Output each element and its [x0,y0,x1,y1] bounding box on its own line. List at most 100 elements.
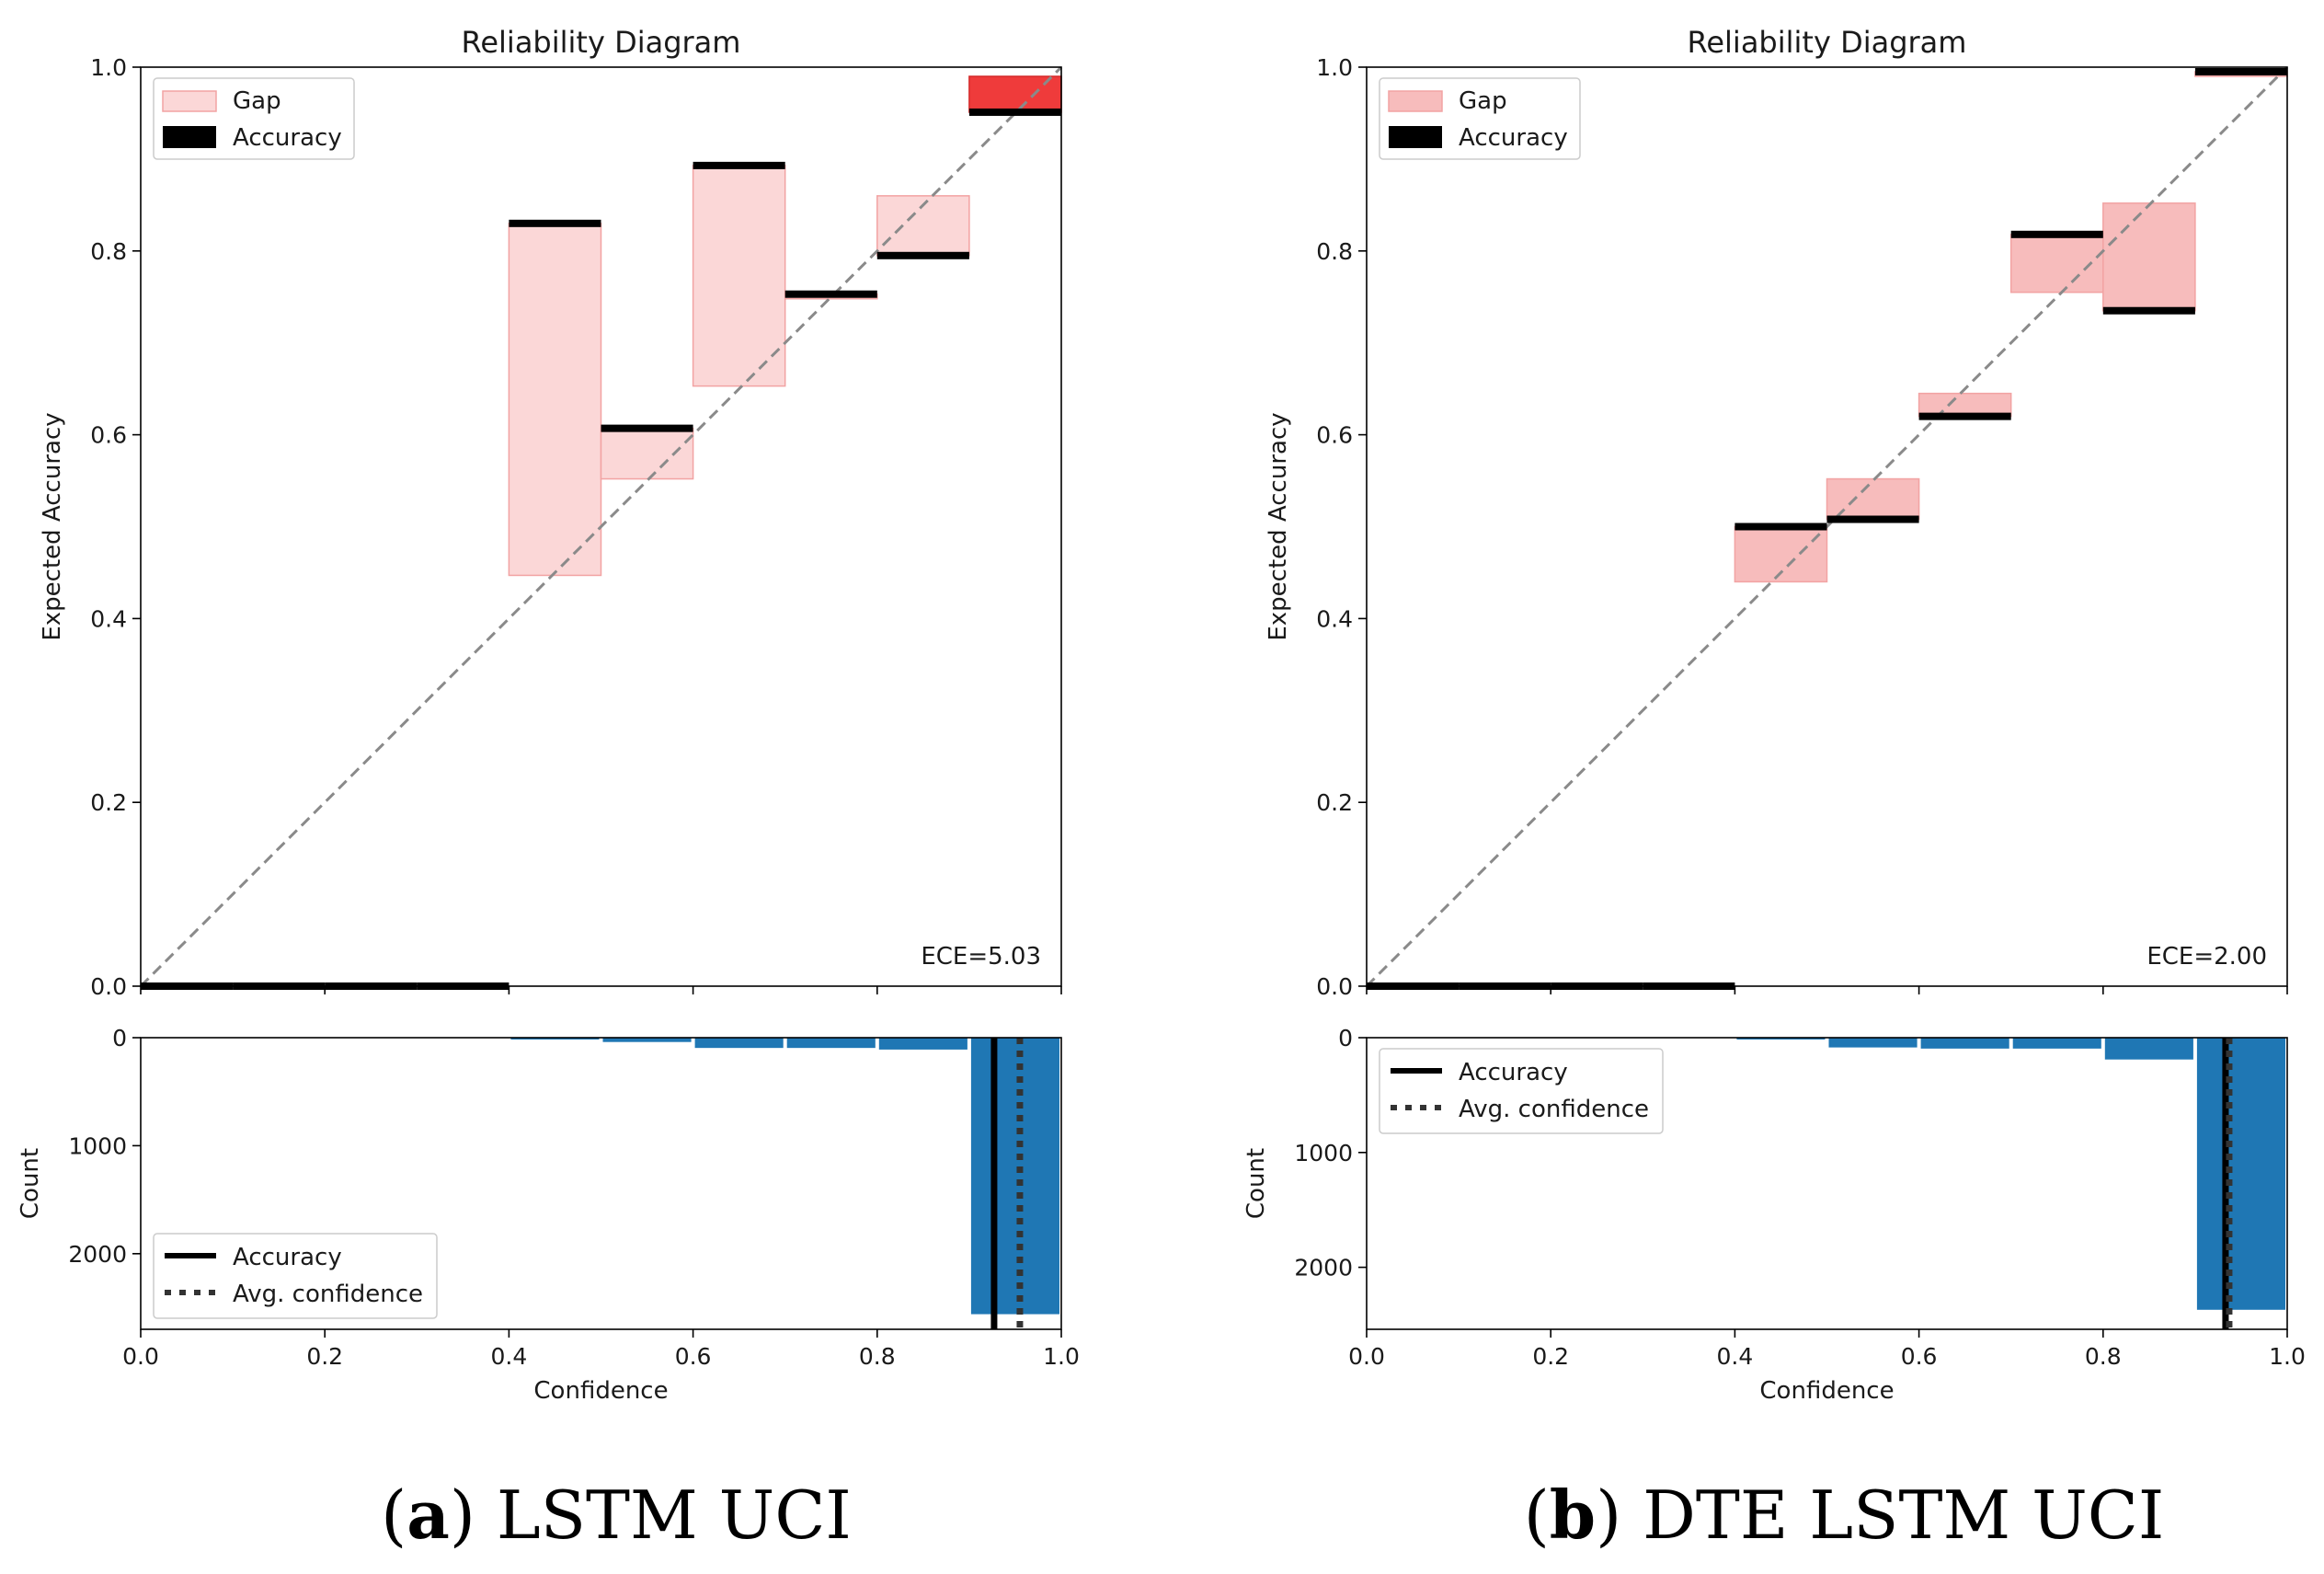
accuracy-bar [1826,515,1919,523]
y-tick-label: 0.4 [1316,605,1353,632]
caption-text: LSTM UCI [497,1476,852,1554]
y-tick-label: 2000 [68,1241,127,1268]
accuracy-bar [1734,523,1827,531]
reliability-axes-frame [1366,66,2288,987]
y-axis-label: Count [17,1148,44,1219]
x-tick-label: 1.0 [2269,1343,2306,1370]
legend-box [1379,1048,1664,1134]
gap-bar [692,165,786,387]
caption-paren-close: ) [1596,1476,1643,1554]
gap-bar [600,427,694,480]
gap-bar [2009,234,2104,293]
count-bar [1828,1038,1918,1048]
y-tick-label: 0.6 [1316,422,1353,449]
accuracy-bar [2102,306,2195,315]
caption-letter: b [1550,1476,1596,1554]
y-tick-label: 0.0 [1316,973,1353,1000]
y-axis-label: Expected Accuracy [39,412,66,640]
accuracy-bar [784,290,877,298]
y-tick-label: 0.0 [90,973,127,1000]
count-bar [602,1038,692,1042]
count-bar [878,1038,967,1050]
reliability-axes-frame [140,66,1062,987]
x-tick-label: 0.6 [675,1343,712,1370]
caption-letter: a [406,1476,450,1554]
ece-annotation: ECE=2.00 [2147,943,2267,971]
caption-paren-open: ( [1524,1476,1550,1554]
panel-caption: (b) DTE LSTM UCI [1524,1476,2165,1554]
y-axis-label: Count [1242,1148,1270,1219]
y-tick-label: 0.2 [1316,789,1353,816]
y-tick-label: 2000 [1294,1255,1353,1281]
histogram-axes-frame [140,1037,1062,1330]
ece-annotation: ECE=5.03 [921,943,1041,971]
gap-bar [1918,392,2012,418]
chart-panel-b: Reliability Diagram 0.0 0.2 0.4 0.6 0.8 1.0 Exp… [1242,25,2306,1554]
legend-accuracy-label: Accuracy [233,1244,342,1271]
accuracy-bar [2194,67,2287,75]
y-tick-label: 1000 [1294,1140,1353,1166]
accuracy-bar [968,108,1061,116]
accuracy-bar [876,251,969,259]
y-tick-label: 0.8 [90,238,127,265]
legend-accuracy-swatch [163,126,216,148]
legend-gap-label: Gap [1459,87,1507,115]
y-tick-label: 1.0 [90,54,127,81]
chart-panel-a: Reliability Diagram 0.0 0.2 0.4 0.6 0.8 1.0 Exp… [17,25,1080,1554]
y-tick-label: 0 [112,1025,127,1051]
x-tick-label: 1.0 [1043,1343,1080,1370]
accuracy-bar [601,424,693,432]
caption-text: DTE LSTM UCI [1643,1476,2164,1554]
legend-accuracy-swatch [1389,126,1442,148]
accuracy-bar [693,161,785,169]
count-bar [970,1038,1059,1315]
y-tick-label: 0.6 [90,422,127,449]
accuracy-bar [1918,412,2011,420]
count-bar [2104,1038,2193,1060]
legend-accuracy-label: Accuracy [1459,124,1568,152]
gap-bar [508,223,602,577]
caption-paren-open: ( [381,1476,406,1554]
legend-gap-swatch [162,90,217,112]
y-tick-label: 0 [1338,1025,1353,1051]
count-bar [786,1038,876,1049]
count-bar [1920,1038,2009,1049]
legend-gap-swatch [1388,90,1443,112]
x-tick-label: 0.4 [491,1343,528,1370]
perfect-calibration-line [139,65,1063,988]
x-tick-label: 0.2 [306,1343,343,1370]
legend-accuracy-label: Accuracy [233,124,342,152]
chart-title: Reliability Diagram [462,25,741,60]
x-tick-label: 0.6 [1901,1343,1938,1370]
legend-box [153,1233,438,1319]
histogram-legend: Accuracy Avg. confidence [1379,1048,1664,1134]
legend-accuracy-label: Accuracy [1459,1059,1568,1086]
gap-bar [2102,202,2196,312]
count-bar [1736,1038,1826,1040]
x-axis-label: Confidence [533,1377,668,1405]
count-bar [2196,1038,2285,1310]
y-tick-label: 0.8 [1316,238,1353,265]
reliability-legend: Gap Accuracy [1379,77,1581,160]
x-tick-label: 0.4 [1717,1343,1754,1370]
x-tick-label: 0.8 [2085,1343,2122,1370]
gap-bar [876,195,970,257]
caption-paren-close: ) [450,1476,497,1554]
histogram-legend: Accuracy Avg. confidence [153,1233,438,1319]
count-bar [510,1038,600,1040]
accuracy-bar [2010,230,2103,238]
x-axis-label: Confidence [1759,1377,1894,1405]
legend-avg-confidence-label: Avg. confidence [1459,1096,1649,1123]
x-tick-label: 0.2 [1532,1343,1569,1370]
x-tick-label: 0.0 [1348,1343,1385,1370]
y-tick-label: 1.0 [1316,54,1353,81]
y-tick-label: 1000 [68,1132,127,1159]
y-axis-label: Expected Accuracy [1265,412,1292,640]
panel-caption: (a) LSTM UCI [381,1476,852,1554]
legend-gap-label: Gap [233,87,281,115]
accuracy-bar [509,219,601,227]
count-bar [694,1038,784,1049]
y-tick-label: 0.2 [90,789,127,816]
histogram-axes-frame [1366,1037,2288,1330]
